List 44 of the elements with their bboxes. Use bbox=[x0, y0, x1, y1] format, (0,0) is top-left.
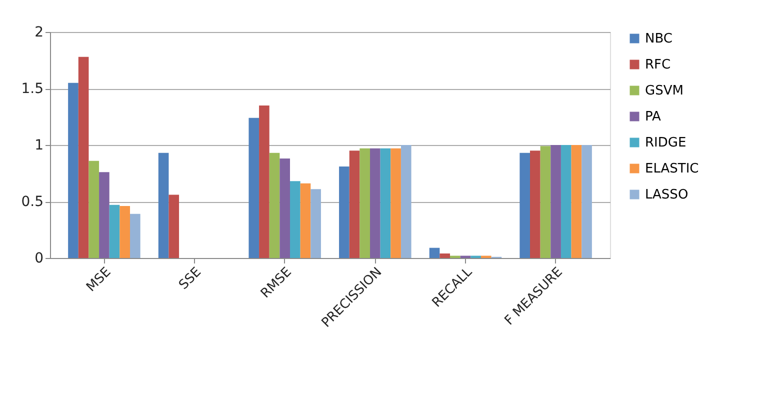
y-tick-label: 0 bbox=[34, 250, 44, 266]
bar bbox=[540, 146, 551, 258]
legend-label: ELASTIC bbox=[645, 162, 699, 176]
bar bbox=[99, 172, 110, 258]
bar bbox=[530, 150, 540, 258]
bar bbox=[390, 148, 401, 258]
bar bbox=[78, 56, 89, 258]
bar bbox=[560, 145, 572, 258]
bar bbox=[259, 105, 270, 258]
bar bbox=[130, 214, 140, 258]
legend-label: PA bbox=[645, 110, 662, 124]
bar bbox=[109, 204, 120, 258]
legend-label: RFC bbox=[645, 58, 671, 72]
bar bbox=[520, 152, 530, 258]
bar bbox=[269, 152, 280, 258]
bar bbox=[300, 183, 311, 258]
bar bbox=[582, 145, 592, 258]
legend-label: GSVM bbox=[645, 84, 684, 98]
bar bbox=[440, 253, 450, 258]
bar bbox=[571, 145, 582, 258]
legend-label: RIDGE bbox=[645, 136, 686, 150]
bar bbox=[290, 181, 300, 258]
bar bbox=[120, 206, 130, 258]
bar bbox=[158, 152, 169, 258]
bar bbox=[310, 189, 321, 258]
bar bbox=[280, 158, 290, 258]
legend-label: NBC bbox=[645, 32, 672, 46]
bar bbox=[168, 194, 180, 258]
bar bbox=[429, 248, 440, 258]
bar bbox=[68, 82, 78, 258]
bar bbox=[248, 118, 260, 258]
bar bbox=[349, 150, 360, 258]
bar bbox=[88, 160, 100, 258]
y-tick-label: 2 bbox=[34, 24, 44, 40]
bar bbox=[550, 145, 561, 258]
bar bbox=[380, 148, 391, 258]
bar bbox=[360, 148, 370, 258]
bar bbox=[370, 148, 380, 258]
bar bbox=[339, 166, 350, 258]
bar bbox=[400, 145, 412, 258]
y-tick-label: 1.5 bbox=[21, 81, 44, 97]
legend-label: LASSO bbox=[645, 188, 688, 202]
y-tick-label: 0.5 bbox=[21, 194, 44, 210]
y-tick-label: 1 bbox=[34, 138, 44, 154]
